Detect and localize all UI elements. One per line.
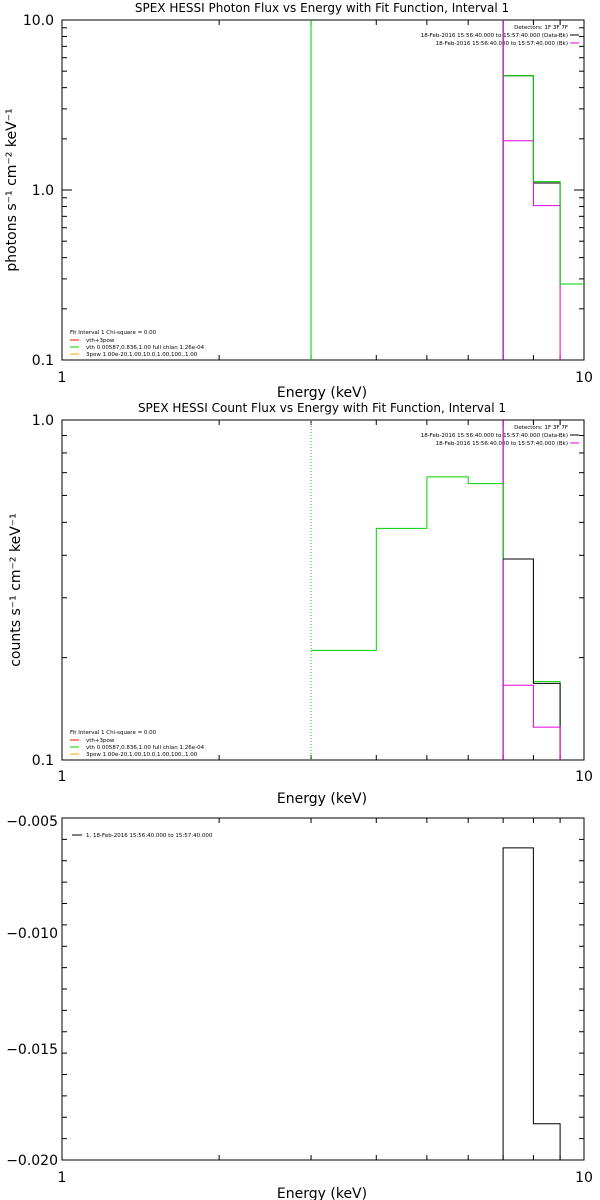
y-tick-label: −0.015	[6, 1042, 58, 1058]
x-tick-label: 10	[575, 370, 593, 386]
series-line-black	[503, 75, 584, 285]
plot-frame	[61, 419, 585, 761]
legend-entry: 18-Feb-2016 15:56:40.000 to 15:57:40.000…	[421, 33, 568, 39]
legend-entry: 3pow 1.00e-20,1.00,10.0,1.00,100.,1.00	[86, 752, 198, 758]
legend-entry: Detectors: 1F 3F 7F	[514, 425, 568, 431]
x-tick-label: 1	[58, 370, 67, 386]
x-tick-label: 10	[575, 769, 593, 785]
y-tick-label: −0.005	[6, 814, 58, 830]
legend-bottom: Fit Interval 1 Chi-square = 0.00 vth+3po…	[70, 730, 205, 758]
x-tick-label: 1	[58, 769, 67, 785]
x-axis-label: Energy (keV)	[277, 385, 367, 401]
panel-photon-flux: SPEX HESSI Photon Flux vs Energy with Fi…	[4, 1, 593, 401]
y-tick-label: −0.010	[6, 926, 58, 942]
legend-entry: vth+3pow	[86, 338, 115, 344]
legend-entry: 3pow 1.00e-20,1.00,10.0,1.00,100.,1.00	[86, 352, 198, 358]
series-line-black	[502, 847, 561, 1160]
plot-area	[61, 19, 585, 361]
panel-residuals: 1 10 −0.005 −0.010 −0.015 −0.020 Energy …	[6, 814, 593, 1200]
legend-top: Detectors: 1F 3F 7F 18-Feb-2016 15:56:40…	[421, 25, 579, 47]
legend-entry: 1. 18-Feb-2016 15:56:40.000 to 15:57:40.…	[86, 833, 213, 839]
legend-entry: Fit Interval 1 Chi-square = 0.00	[70, 330, 157, 336]
legend: 1. 18-Feb-2016 15:56:40.000 to 15:57:40.…	[72, 833, 213, 839]
series-line-magenta	[503, 684, 561, 760]
legend-bottom: Fit Interval 1 Chi-square = 0.00 vth+3po…	[70, 330, 205, 358]
legend-entry: vth 0.00587,0.836,1.00 full chian 1.26e-…	[86, 345, 205, 351]
y-tick-label: 1.0	[32, 413, 54, 429]
x-axis-label: Energy (keV)	[277, 791, 367, 807]
y-tick-label: 1.0	[32, 183, 54, 199]
series-line-green	[503, 75, 584, 285]
plot-frame	[61, 817, 585, 1161]
legend-entry: Fit Interval 1 Chi-square = 0.00	[70, 730, 157, 736]
chart-title: SPEX HESSI Photon Flux vs Energy with Fi…	[135, 1, 509, 15]
chart-title: SPEX HESSI Count Flux vs Energy with Fit…	[138, 401, 506, 415]
y-tick-label: 10.0	[23, 13, 54, 29]
legend-entry: vth 0.00587,0.836,1.00 full chian 1.26e-…	[86, 745, 205, 751]
legend-entry: Detectors: 1F 3F 7F	[514, 25, 568, 31]
panel-count-flux: SPEX HESSI Count Flux vs Energy with Fit…	[8, 401, 593, 807]
y-tick-label: 0.1	[32, 353, 54, 369]
x-axis-label: Energy (keV)	[277, 1186, 367, 1200]
series-line-green	[311, 476, 561, 760]
plot-area	[61, 817, 585, 1161]
legend-top: Detectors: 1F 3F 7F 18-Feb-2016 15:56:40…	[421, 425, 579, 447]
series-line-black	[503, 558, 561, 760]
y-tick-label: 0.1	[32, 753, 54, 769]
series-line-magenta	[503, 140, 561, 360]
y-axis-label: photons s⁻¹ cm⁻² keV⁻¹	[4, 108, 20, 271]
plot-frame	[61, 19, 585, 361]
legend-entry: 18-Feb-2016 15:56:40.000 to 15:57:40.000…	[436, 441, 568, 447]
plot-area	[61, 419, 585, 761]
y-axis-label: counts s⁻¹ cm⁻² keV⁻¹	[8, 513, 24, 667]
x-tick-label: 10	[575, 1170, 593, 1186]
legend-entry: 18-Feb-2016 15:56:40.000 to 15:57:40.000…	[421, 433, 568, 439]
y-tick-label: −0.020	[6, 1153, 58, 1169]
legend-entry: 18-Feb-2016 15:56:40.000 to 15:57:40.000…	[436, 41, 568, 47]
legend-entry: vth+3pow	[86, 738, 115, 744]
x-tick-label: 1	[58, 1170, 67, 1186]
